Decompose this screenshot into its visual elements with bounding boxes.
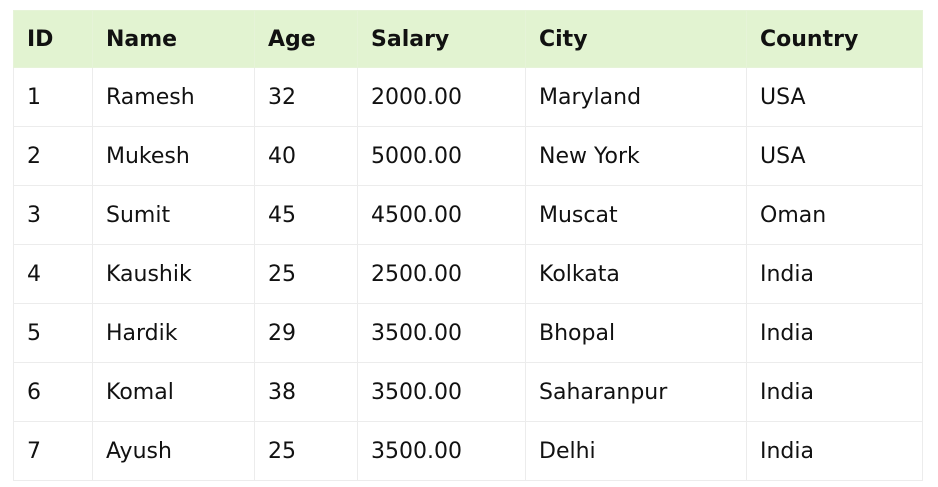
cell-id: 2 (13, 126, 93, 186)
cell-name: Hardik (92, 303, 255, 363)
table-row: 1 Ramesh 32 2000.00 Maryland USA (13, 67, 923, 127)
table-row: 6 Komal 38 3500.00 Saharanpur India (13, 362, 923, 422)
table-body: 1 Ramesh 32 2000.00 Maryland USA 2 Mukes… (13, 67, 923, 481)
cell-country: India (746, 362, 923, 422)
cell-id: 7 (13, 421, 93, 481)
cell-city: Bhopal (525, 303, 747, 363)
cell-id: 6 (13, 362, 93, 422)
cell-salary: 3500.00 (357, 303, 526, 363)
cell-salary: 2500.00 (357, 244, 526, 304)
table-header: ID Name Age Salary City Country (13, 10, 923, 68)
table-row: 5 Hardik 29 3500.00 Bhopal India (13, 303, 923, 363)
cell-salary: 3500.00 (357, 362, 526, 422)
cell-age: 25 (254, 421, 358, 481)
cell-id: 4 (13, 244, 93, 304)
cell-city: New York (525, 126, 747, 186)
cell-age: 29 (254, 303, 358, 363)
cell-name: Mukesh (92, 126, 255, 186)
cell-id: 5 (13, 303, 93, 363)
cell-age: 25 (254, 244, 358, 304)
cell-country: India (746, 421, 923, 481)
header-name: Name (92, 10, 255, 68)
cell-salary: 5000.00 (357, 126, 526, 186)
cell-country: USA (746, 67, 923, 127)
header-salary: Salary (357, 10, 526, 68)
cell-age: 45 (254, 185, 358, 245)
table-row: 2 Mukesh 40 5000.00 New York USA (13, 126, 923, 186)
cell-name: Sumit (92, 185, 255, 245)
cell-city: Delhi (525, 421, 747, 481)
cell-id: 1 (13, 67, 93, 127)
header-country: Country (746, 10, 923, 68)
cell-country: India (746, 244, 923, 304)
cell-id: 3 (13, 185, 93, 245)
header-city: City (525, 10, 747, 68)
cell-city: Saharanpur (525, 362, 747, 422)
cell-age: 32 (254, 67, 358, 127)
cell-city: Muscat (525, 185, 747, 245)
cell-country: India (746, 303, 923, 363)
header-row: ID Name Age Salary City Country (13, 10, 923, 68)
cell-name: Ramesh (92, 67, 255, 127)
cell-name: Kaushik (92, 244, 255, 304)
cell-country: Oman (746, 185, 923, 245)
table-row: 3 Sumit 45 4500.00 Muscat Oman (13, 185, 923, 245)
cell-salary: 2000.00 (357, 67, 526, 127)
header-id: ID (13, 10, 93, 68)
cell-city: Kolkata (525, 244, 747, 304)
header-age: Age (254, 10, 358, 68)
cell-city: Maryland (525, 67, 747, 127)
table-row: 4 Kaushik 25 2500.00 Kolkata India (13, 244, 923, 304)
cell-country: USA (746, 126, 923, 186)
cell-salary: 4500.00 (357, 185, 526, 245)
cell-age: 40 (254, 126, 358, 186)
cell-name: Komal (92, 362, 255, 422)
table-row: 7 Ayush 25 3500.00 Delhi India (13, 421, 923, 481)
cell-name: Ayush (92, 421, 255, 481)
cell-salary: 3500.00 (357, 421, 526, 481)
customers-table: ID Name Age Salary City Country 1 Ramesh… (13, 10, 923, 481)
data-table-container: ID Name Age Salary City Country 1 Ramesh… (13, 10, 923, 481)
cell-age: 38 (254, 362, 358, 422)
